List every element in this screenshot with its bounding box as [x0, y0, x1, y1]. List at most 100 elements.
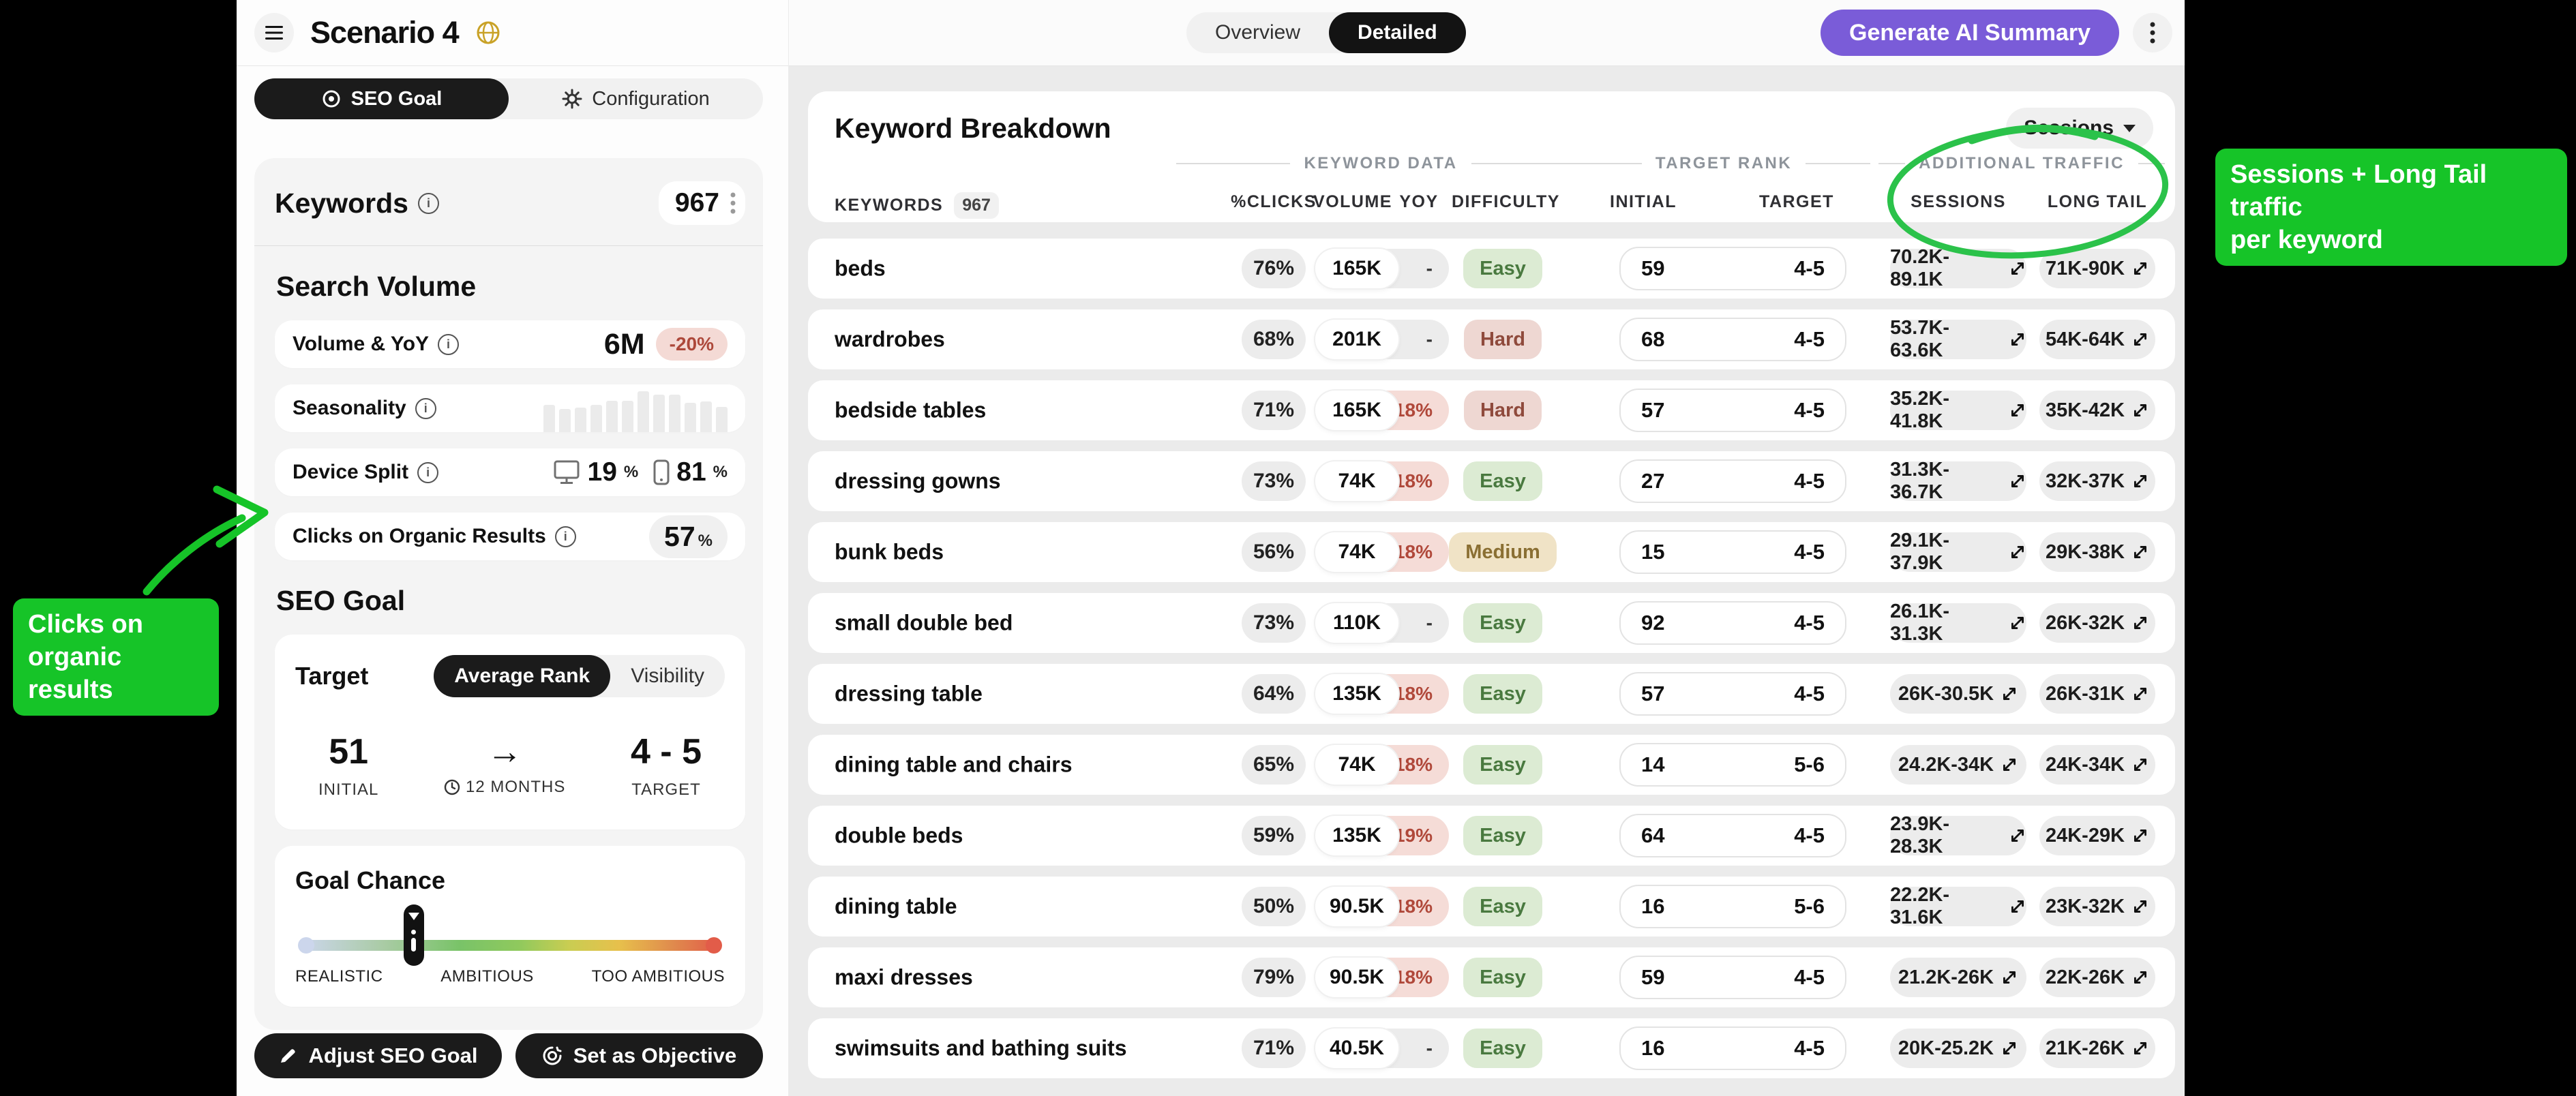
info-icon[interactable]: i	[415, 397, 436, 419]
column-header-long-tail[interactable]: LONG TAIL	[2047, 192, 2148, 211]
tab-overview[interactable]: Overview	[1215, 21, 1301, 44]
clicks-pill: 59%	[1242, 816, 1306, 855]
rank-journey: 51 INITIAL → 12 MONTHS 4 - 5	[295, 697, 725, 809]
sessions-pill[interactable]: 20K-25.2K	[1890, 1029, 2026, 1068]
column-header-yoy[interactable]: YOY	[1399, 192, 1439, 211]
toggle-visibility[interactable]: Visibility	[631, 665, 704, 687]
long-tail-pill[interactable]: 23K-32K	[2039, 887, 2155, 926]
rank-cell: 59 4-5	[1619, 956, 1846, 999]
long-tail-pill[interactable]: 26K-31K	[2039, 674, 2155, 714]
long-tail-pill[interactable]: 35K-42K	[2039, 391, 2155, 430]
more-options-button[interactable]	[2133, 13, 2172, 52]
info-icon[interactable]: i	[554, 526, 576, 547]
seasonality-card[interactable]: Seasonality i	[275, 384, 745, 432]
table-row[interactable]: bunk beds 56% -18% 74K Medium 15 4-5 29.…	[808, 522, 2175, 582]
sessions-pill[interactable]: 24.2K-34K	[1890, 745, 2026, 785]
table-row[interactable]: double beds 59% -19% 135K Easy 64 4-5 23…	[808, 806, 2175, 866]
sessions-pill[interactable]: 53.7K-63.6K	[1890, 317, 2026, 361]
sessions-pill[interactable]: 29.1K-37.9K	[1890, 530, 2026, 574]
tab-seo-goal[interactable]: SEO Goal	[254, 78, 509, 119]
target-rank-value: 4-5	[1794, 965, 1825, 989]
tab-detailed[interactable]: Detailed	[1329, 12, 1466, 53]
table-row[interactable]: maxi dresses 79% -18% 90.5K Easy 59 4-5 …	[808, 947, 2175, 1007]
table-row[interactable]: dressing table 64% -18% 135K Easy 57 4-5…	[808, 664, 2175, 724]
table-row[interactable]: swimsuits and bathing suits 71% - 40.5K …	[808, 1018, 2175, 1078]
column-header-clicks[interactable]: %CLICKS	[1231, 192, 1317, 211]
column-header-keywords[interactable]: KEYWORDS 967	[835, 192, 999, 219]
annotation-line: Clicks on	[28, 610, 143, 639]
sessions-cell: 70.2K-89.1K	[1890, 246, 2026, 290]
table-row[interactable]: wardrobes 68% - 201K Hard 68 4-5 53.7K-6…	[808, 309, 2175, 369]
sessions-pill[interactable]: 22.2K-31.6K	[1890, 884, 2026, 928]
sessions-pill[interactable]: 23.9K-28.3K	[1890, 813, 2026, 857]
sessions-pill[interactable]: 26K-30.5K	[1890, 674, 2026, 714]
long-tail-pill[interactable]: 21K-26K	[2039, 1029, 2155, 1068]
slider-track[interactable]	[301, 940, 719, 951]
clicks-pill: 73%	[1242, 461, 1306, 501]
long-tail-pill[interactable]: 26K-32K	[2039, 603, 2155, 643]
sessions-pill[interactable]: 26.1K-31.3K	[1890, 600, 2026, 645]
column-header-target[interactable]: TARGET	[1759, 192, 1834, 211]
keyword-label: bunk beds	[835, 539, 944, 564]
clicks-pill: 50%	[1242, 887, 1306, 926]
generate-ai-summary-button[interactable]: Generate AI Summary	[1821, 10, 2119, 56]
long-tail-pill[interactable]: 24K-34K	[2039, 745, 2155, 785]
table-row[interactable]: bedside tables 71% -18% 165K Hard 57 4-5…	[808, 380, 2175, 440]
table-row[interactable]: dining table and chairs 65% -18% 74K Eas…	[808, 735, 2175, 795]
clicks-organic-card[interactable]: Clicks on Organic Results i 57%	[275, 513, 745, 560]
long-tail-pill[interactable]: 24K-29K	[2039, 816, 2155, 855]
column-header-initial[interactable]: INITIAL	[1610, 192, 1677, 211]
globe-icon	[477, 21, 500, 44]
long-tail-pill[interactable]: 22K-26K	[2039, 958, 2155, 997]
table-row[interactable]: beds 76% - 165K Easy 59 4-5 70.2K-89.1K …	[808, 239, 2175, 299]
slider-handle[interactable]	[403, 904, 424, 966]
long-tail-pill[interactable]: 54K-64K	[2039, 320, 2155, 359]
adjust-seo-goal-button[interactable]: Adjust SEO Goal	[254, 1033, 502, 1078]
clicks-pill: 64%	[1242, 674, 1306, 714]
seo-goal-heading: SEO Goal	[276, 585, 406, 616]
long-tail-pill[interactable]: 32K-37K	[2039, 461, 2155, 501]
sessions-pill[interactable]: 21.2K-26K	[1890, 958, 2026, 997]
difficulty-cell: Easy	[1445, 816, 1561, 855]
tab-configuration[interactable]: Configuration	[509, 78, 763, 119]
long-tail-value: 35K-42K	[2045, 399, 2125, 421]
keywords-count-badge[interactable]: 967	[658, 181, 745, 225]
traffic-filter-dropdown[interactable]: Sessions	[2006, 108, 2153, 149]
group-target-rank: TARGET RANK	[1577, 154, 1870, 173]
volume-yoy-card[interactable]: Volume & YoY i 6M -20%	[275, 320, 745, 368]
sessions-pill[interactable]: 31.3K-36.7K	[1890, 459, 2026, 503]
column-header-volume[interactable]: VOLUME	[1313, 192, 1392, 211]
difficulty-cell: Easy	[1445, 603, 1561, 643]
longtail-cell: 54K-64K	[2039, 320, 2155, 359]
info-icon[interactable]: i	[417, 461, 439, 483]
table-row[interactable]: small double bed 73% - 110K Easy 92 4-5 …	[808, 593, 2175, 653]
seasonality-bar	[559, 409, 571, 432]
menu-button[interactable]	[254, 13, 294, 52]
sessions-pill[interactable]: 70.2K-89.1K	[1890, 246, 2026, 290]
info-icon[interactable]: i	[438, 333, 460, 355]
volume-yoy-pill: - 110K	[1315, 603, 1449, 643]
handle-dot	[411, 930, 417, 934]
slider-labels: REALISTIC AMBITIOUS TOO AMBITIOUS	[295, 967, 725, 986]
device-split-card[interactable]: Device Split i 19% 81%	[275, 448, 745, 496]
column-header-difficulty[interactable]: DIFFICULTY	[1452, 192, 1560, 211]
seasonality-bar	[685, 403, 696, 432]
group-label-text: TARGET RANK	[1655, 154, 1793, 172]
toggle-average-rank[interactable]: Average Rank	[434, 655, 611, 697]
rank-cell: 27 4-5	[1619, 459, 1846, 503]
table-row[interactable]: dressing gowns 73% -18% 74K Easy 27 4-5 …	[808, 451, 2175, 511]
handle-bar	[411, 938, 417, 952]
long-tail-pill[interactable]: 29K-38K	[2039, 532, 2155, 572]
long-tail-pill[interactable]: 71K-90K	[2039, 249, 2155, 288]
difficulty-cell: Hard	[1445, 320, 1561, 359]
annotation-sessions-longtail: Sessions + Long Tail traffic per keyword	[2215, 149, 2567, 266]
view-toggle: Overview Detailed	[1186, 12, 1466, 53]
info-icon[interactable]: i	[417, 192, 439, 214]
set-as-objective-button[interactable]: Set as Objective	[515, 1033, 763, 1078]
rank-box: 59 4-5	[1619, 956, 1846, 999]
sessions-value: 26K-30.5K	[1898, 682, 1994, 705]
expand-icon	[2134, 688, 2147, 700]
column-header-sessions[interactable]: SESSIONS	[1911, 192, 2006, 211]
sessions-pill[interactable]: 35.2K-41.8K	[1890, 388, 2026, 432]
table-row[interactable]: dining table 50% -18% 90.5K Easy 16 5-6 …	[808, 877, 2175, 937]
